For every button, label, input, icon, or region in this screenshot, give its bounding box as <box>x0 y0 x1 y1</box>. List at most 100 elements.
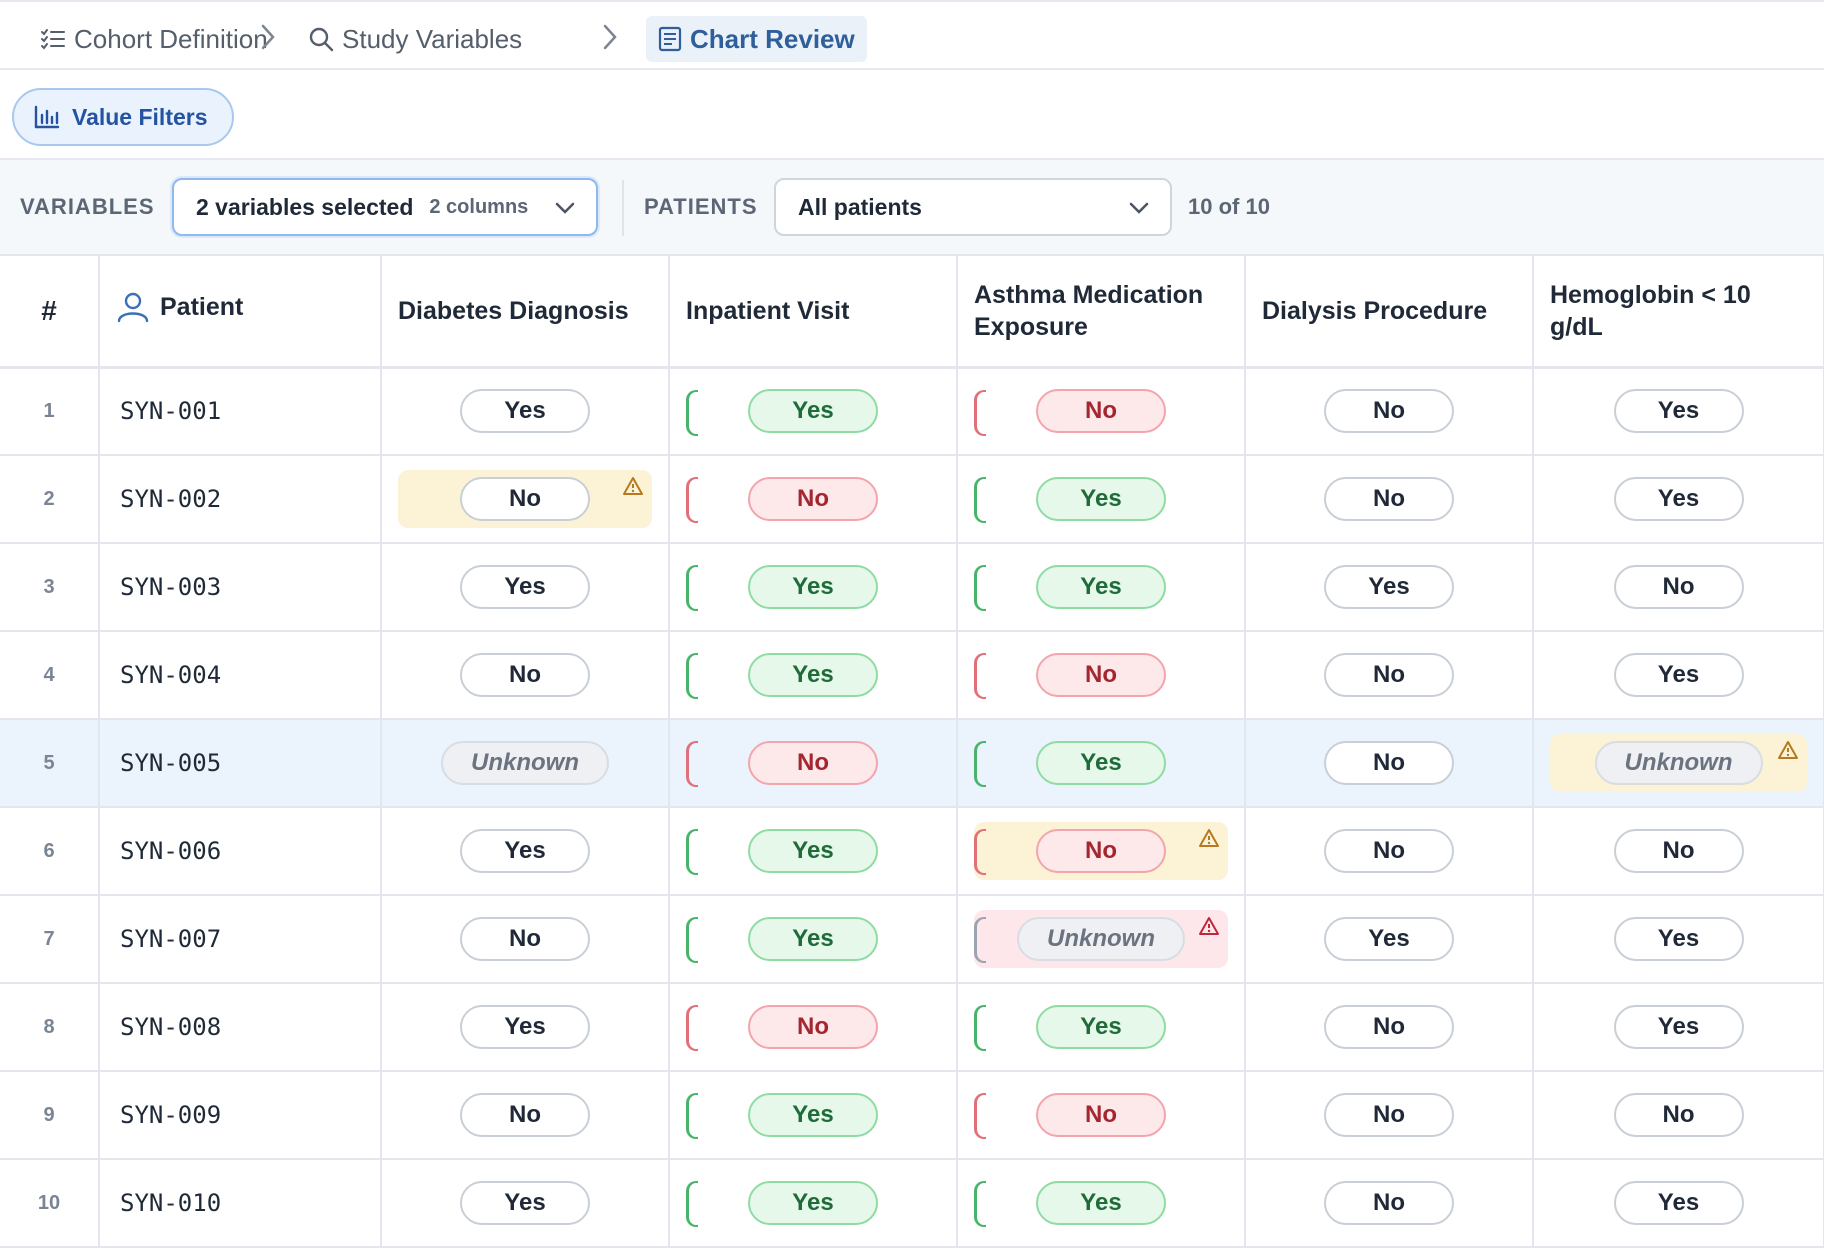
value-cell[interactable]: Yes <box>669 1159 958 1248</box>
value-cell[interactable]: No <box>957 631 1246 720</box>
value-pill[interactable]: Yes <box>1613 1005 1744 1049</box>
value-pill[interactable]: Yes <box>460 389 590 434</box>
value-cell[interactable]: Yes <box>1245 543 1534 632</box>
value-pill[interactable]: No <box>1324 1005 1454 1049</box>
value-cell[interactable]: No <box>1245 1071 1534 1160</box>
crumb-cohort-definition[interactable]: Cohort Definition <box>28 16 280 62</box>
patient-id[interactable]: SYN-004 <box>99 631 382 720</box>
value-pill[interactable]: No <box>1036 1093 1166 1137</box>
value-cell[interactable]: Unknown <box>957 895 1246 984</box>
value-pill[interactable]: Yes <box>1036 477 1166 521</box>
value-cell[interactable]: Yes <box>669 543 958 632</box>
value-pill[interactable]: No <box>1324 741 1454 785</box>
table-row[interactable]: 2 SYN-002 No No Yes No Yes <box>0 455 1824 544</box>
value-cell[interactable]: No <box>1245 455 1534 544</box>
value-cell[interactable]: No <box>381 895 670 984</box>
patient-header[interactable]: Patient <box>99 256 382 369</box>
table-row[interactable]: 4 SYN-004 No Yes No No Yes <box>0 631 1824 720</box>
value-cell[interactable]: Yes <box>669 367 958 456</box>
patient-id[interactable]: SYN-003 <box>99 543 382 632</box>
value-pill[interactable]: No <box>1324 1181 1454 1225</box>
patients-select[interactable]: All patients <box>774 178 1172 236</box>
value-pill[interactable]: No <box>1036 653 1166 697</box>
value-cell[interactable]: No <box>1533 807 1824 896</box>
value-cell[interactable]: No <box>1245 1159 1534 1248</box>
table-row[interactable]: 9 SYN-009 No Yes No No No <box>0 1071 1824 1160</box>
patient-id[interactable]: SYN-006 <box>99 807 382 896</box>
value-cell[interactable]: No <box>1533 1071 1824 1160</box>
value-cell[interactable]: No <box>669 455 958 544</box>
value-pill[interactable]: Unknown <box>1017 917 1185 961</box>
value-cell[interactable]: Yes <box>1533 631 1824 720</box>
patient-id[interactable]: SYN-007 <box>99 895 382 984</box>
table-row[interactable]: 1 SYN-001 Yes Yes No No Yes <box>0 367 1824 456</box>
value-cell[interactable]: Unknown <box>1533 719 1824 808</box>
value-pill[interactable]: Yes <box>748 389 878 434</box>
value-pill[interactable]: Yes <box>748 917 878 961</box>
value-pill[interactable]: Yes <box>748 1181 878 1225</box>
value-pill[interactable]: No <box>460 653 590 697</box>
value-pill[interactable]: Yes <box>460 565 590 609</box>
table-row[interactable]: 10 SYN-010 Yes Yes Yes No Yes <box>0 1159 1824 1248</box>
value-cell[interactable]: Yes <box>957 719 1246 808</box>
value-cell[interactable]: Yes <box>1533 983 1824 1072</box>
value-cell[interactable]: Yes <box>1533 367 1824 456</box>
value-pill[interactable]: Yes <box>748 653 878 697</box>
value-cell[interactable]: No <box>1245 719 1534 808</box>
value-cell[interactable]: No <box>1245 367 1534 456</box>
value-pill[interactable]: No <box>1324 389 1454 434</box>
value-cell[interactable]: No <box>669 719 958 808</box>
value-pill[interactable]: Unknown <box>1594 741 1763 785</box>
value-cell[interactable]: Yes <box>381 543 670 632</box>
value-pill[interactable]: No <box>460 477 590 521</box>
value-cell[interactable]: Yes <box>957 543 1246 632</box>
value-cell[interactable]: No <box>1533 543 1824 632</box>
value-cell[interactable]: Yes <box>1533 895 1824 984</box>
value-cell[interactable]: No <box>957 367 1246 456</box>
variables-select[interactable]: 2 variables selected 2 columns <box>172 178 598 236</box>
value-pill[interactable]: Yes <box>748 1093 878 1137</box>
value-pill[interactable]: Yes <box>1613 917 1744 961</box>
value-pill[interactable]: No <box>1613 1093 1744 1137</box>
value-pill[interactable]: Yes <box>1613 653 1744 697</box>
value-pill[interactable]: Yes <box>1613 389 1744 434</box>
value-pill[interactable]: Yes <box>460 829 590 873</box>
value-cell[interactable]: No <box>957 1071 1246 1160</box>
value-cell[interactable]: No <box>381 631 670 720</box>
value-pill[interactable]: Yes <box>1036 1181 1166 1225</box>
value-pill[interactable]: Yes <box>1613 477 1744 521</box>
value-cell[interactable]: Yes <box>957 1159 1246 1248</box>
table-row[interactable]: 5 SYN-005 Unknown No Yes No Unknown <box>0 719 1824 808</box>
patient-id[interactable]: SYN-005 <box>99 719 382 808</box>
value-cell[interactable]: No <box>957 807 1246 896</box>
value-pill[interactable]: No <box>748 477 878 521</box>
table-row[interactable]: 7 SYN-007 No Yes Unknown Yes Yes <box>0 895 1824 984</box>
patient-id[interactable]: SYN-001 <box>99 367 382 456</box>
value-pill[interactable]: No <box>460 917 590 961</box>
value-pill[interactable]: No <box>1613 829 1744 873</box>
patient-id[interactable]: SYN-002 <box>99 455 382 544</box>
value-pill[interactable]: No <box>1036 389 1166 434</box>
patient-id[interactable]: SYN-010 <box>99 1159 382 1248</box>
value-pill[interactable]: Unknown <box>441 741 609 785</box>
value-cell[interactable]: Yes <box>669 631 958 720</box>
column-header[interactable]: Hemoglobin < 10 g/dL <box>1533 256 1824 369</box>
patient-id[interactable]: SYN-009 <box>99 1071 382 1160</box>
table-row[interactable]: 8 SYN-008 Yes No Yes No Yes <box>0 983 1824 1072</box>
value-cell[interactable]: Yes <box>381 983 670 1072</box>
value-cell[interactable]: Yes <box>1533 1159 1824 1248</box>
value-pill[interactable]: Yes <box>460 1005 590 1049</box>
column-header[interactable]: Asthma Medication Exposure <box>957 256 1246 369</box>
value-cell[interactable]: No <box>669 983 958 1072</box>
value-pill[interactable]: Yes <box>748 829 878 873</box>
crumb-chart-review[interactable]: Chart Review <box>646 16 867 62</box>
value-cell[interactable]: Yes <box>381 1159 670 1248</box>
value-pill[interactable]: No <box>748 741 878 785</box>
value-cell[interactable]: Yes <box>381 807 670 896</box>
value-cell[interactable]: Yes <box>669 1071 958 1160</box>
crumb-study-variables[interactable]: Study Variables <box>296 16 534 62</box>
value-cell[interactable]: Yes <box>1245 895 1534 984</box>
value-pill[interactable]: No <box>1324 829 1454 873</box>
value-pill[interactable]: Yes <box>748 565 878 609</box>
value-cell[interactable]: No <box>1245 807 1534 896</box>
